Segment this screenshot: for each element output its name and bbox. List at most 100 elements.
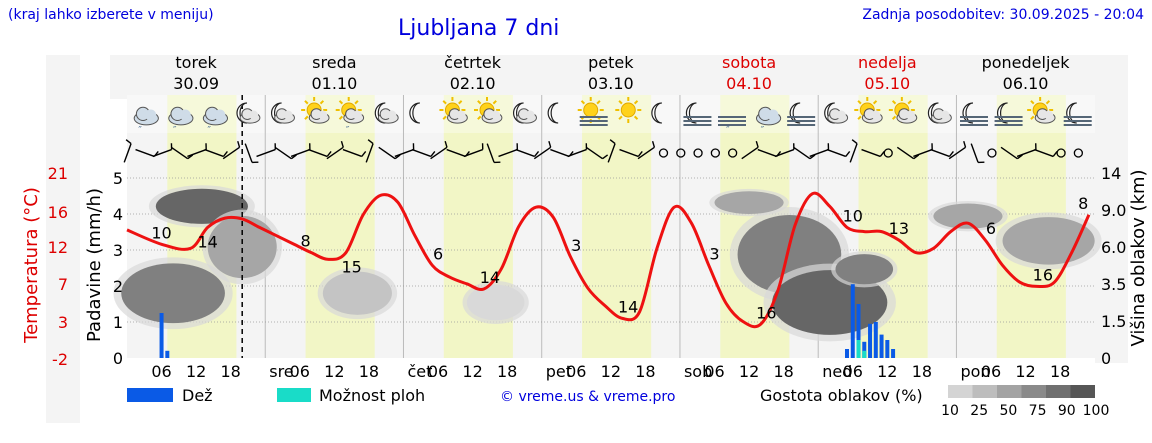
temperature-tick: -2 xyxy=(52,350,68,369)
cloud-blob xyxy=(714,191,784,215)
wind-feather xyxy=(326,151,332,157)
wind-shaft xyxy=(222,146,240,160)
cloud-shape xyxy=(387,110,397,120)
precipitation-tick: 0 xyxy=(113,349,123,368)
density-value-label: 10 xyxy=(941,403,959,419)
wind-shaft xyxy=(826,148,846,158)
wind-shaft xyxy=(585,146,603,160)
day-abbr-label: ned xyxy=(822,362,852,381)
wind-barb xyxy=(342,148,367,158)
wind-shaft xyxy=(365,143,374,163)
wind-barb xyxy=(567,143,588,158)
cloud-height-tick: 0 xyxy=(1101,349,1111,368)
wind-feather xyxy=(237,141,241,148)
wind-barb xyxy=(222,141,241,160)
density-swatch xyxy=(1021,385,1046,398)
cloud-blob xyxy=(1002,217,1095,265)
wind-shaft xyxy=(607,143,616,163)
legend-rain-swatch xyxy=(127,388,173,402)
wind-shaft xyxy=(274,146,292,160)
wind-shaft xyxy=(498,148,518,158)
hour-tick-label: 06 xyxy=(151,362,171,381)
wind-feather xyxy=(609,139,616,145)
sun-cloud-icon xyxy=(439,97,468,124)
wind-barb xyxy=(365,139,374,163)
hour-tick-label: 18 xyxy=(635,362,655,381)
day-date: 01.10 xyxy=(311,74,357,93)
hour-tick-label: 06 xyxy=(843,362,863,381)
sun-ray xyxy=(1045,100,1051,105)
hour-tick-label: 12 xyxy=(324,362,344,381)
temperature-label: 6 xyxy=(433,244,443,263)
wind-feather xyxy=(494,161,501,164)
day-date: 03.10 xyxy=(588,74,634,93)
temperature-axis-label: Temperatura (°C) xyxy=(21,187,42,344)
moon-cloud-icon xyxy=(512,102,537,124)
cloud-height-tick: 1.5 xyxy=(1101,312,1126,331)
temperature-label: 16 xyxy=(756,303,776,322)
calm-wind-marker xyxy=(1073,148,1084,158)
wind-barb xyxy=(515,148,540,158)
wind-barb xyxy=(1016,143,1037,158)
cloud-shape xyxy=(871,110,881,120)
temperature-label: 6 xyxy=(986,219,996,238)
cloud-shape xyxy=(318,110,328,120)
moon-shape xyxy=(409,102,420,124)
day-name: ponedeljek xyxy=(982,53,1071,72)
sun-ray xyxy=(857,100,862,105)
region-hint[interactable]: (kraj lahko izberete v meniju) xyxy=(8,7,214,23)
rain-bar xyxy=(879,334,884,358)
rain-bar xyxy=(850,284,855,358)
wind-feather xyxy=(585,143,588,150)
wind-shaft xyxy=(204,148,224,158)
wind-barb xyxy=(896,146,920,160)
calm-wind-marker xyxy=(987,148,997,158)
moon-fog-icon xyxy=(1063,102,1092,126)
wind-barb xyxy=(861,148,885,158)
wind-shaft xyxy=(533,146,552,160)
density-value-label: 75 xyxy=(1029,403,1047,419)
temperature-tick: 16 xyxy=(48,203,68,222)
rain-bar xyxy=(165,350,170,358)
sun-ray xyxy=(338,100,344,105)
wind-barb xyxy=(256,143,277,158)
rain-drops: ″ xyxy=(346,125,350,136)
sun-cloud-icon xyxy=(301,97,330,124)
sun-cloud-icon xyxy=(854,97,883,124)
cloud-blob xyxy=(121,263,225,324)
wind-feather xyxy=(412,143,415,150)
wind-feather xyxy=(793,143,795,150)
rain-drops: ″ xyxy=(138,125,142,136)
rain-drops: ″ xyxy=(726,125,730,136)
wind-feather xyxy=(274,143,277,150)
hour-tick-label: 18 xyxy=(912,362,932,381)
wind-feather xyxy=(963,141,967,148)
wind-barb xyxy=(152,143,173,158)
temperature-label: 14 xyxy=(480,268,500,287)
density-value-label: 50 xyxy=(999,403,1017,419)
wind-barb xyxy=(619,148,643,158)
temperature-label: 16 xyxy=(1033,265,1053,284)
sun-ray xyxy=(618,100,623,105)
sun-ray xyxy=(338,115,344,120)
hour-tick-label: 06 xyxy=(290,362,310,381)
wind-barb xyxy=(826,148,851,158)
sun-ray xyxy=(442,100,447,105)
wind-feather xyxy=(309,143,311,150)
credit-link: © vreme.us & vreme.pro xyxy=(500,389,675,405)
hour-tick-label: 12 xyxy=(739,362,759,381)
wind-shaft xyxy=(411,148,432,158)
density-value-label: 100 xyxy=(1083,403,1110,419)
sun-ray xyxy=(442,115,447,120)
cloud-shape xyxy=(214,109,226,121)
legend-showers-label: Možnost ploh xyxy=(319,386,425,405)
day-date: 02.10 xyxy=(450,74,496,93)
wind-barb xyxy=(274,146,297,160)
wind-shaft xyxy=(741,146,759,160)
calm-wind-marker xyxy=(676,148,686,158)
wind-barb xyxy=(849,139,858,163)
day-abbr-label: pet xyxy=(546,362,572,381)
rain-bar xyxy=(159,313,164,358)
moon-cloud-icon xyxy=(270,102,295,124)
temperature-label: 14 xyxy=(618,297,638,316)
